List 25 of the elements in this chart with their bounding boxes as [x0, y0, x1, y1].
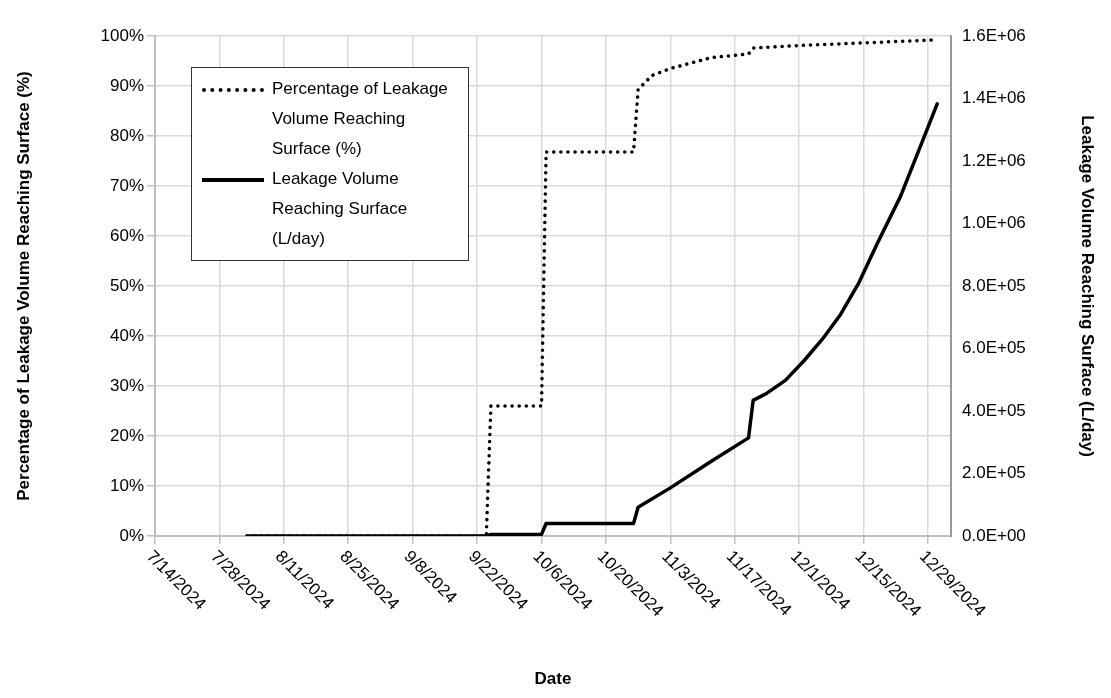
legend-label: Leakage Volume Reaching Surface (L/day) — [272, 168, 409, 250]
y-tick-label: 60% — [109, 225, 144, 245]
y-tick-label: 40% — [109, 325, 144, 345]
y2-tick-label: 8.0E+05 — [962, 275, 1026, 295]
y2-tick-label: 1.6E+06 — [962, 25, 1026, 45]
y2-tick-label: 0.0E+00 — [962, 525, 1026, 545]
y2-tick-label: 4.0E+05 — [962, 400, 1026, 420]
y-tick-label: 80% — [109, 125, 144, 145]
legend-label: Percentage of Leakage Volume Reaching Surface (%) — [272, 78, 449, 160]
y2-tick-label: 1.2E+06 — [962, 150, 1026, 170]
y2-tick-label: 6.0E+05 — [962, 338, 1026, 358]
y-tick-label: 100% — [100, 25, 144, 45]
y-tick-label: 10% — [109, 475, 144, 495]
y-axis-title: Percentage of Leakage Volume Reaching Surface (%) — [13, 71, 33, 501]
y2-tick-label: 1.4E+06 — [962, 88, 1026, 108]
y-tick-label: 50% — [109, 275, 144, 295]
y2-tick-label: 2.0E+05 — [962, 463, 1026, 483]
y-tick-label: 70% — [109, 175, 144, 195]
y-tick-label: 0% — [119, 525, 144, 545]
y2-axis-title: Leakage Volume Reaching Surface (L/day) — [1078, 115, 1098, 457]
y-tick-label: 20% — [109, 425, 144, 445]
x-axis-title: Date — [534, 669, 572, 689]
y2-tick-label: 1.0E+06 — [962, 213, 1026, 233]
y-tick-label: 90% — [109, 75, 144, 95]
y-tick-label: 30% — [109, 375, 144, 395]
